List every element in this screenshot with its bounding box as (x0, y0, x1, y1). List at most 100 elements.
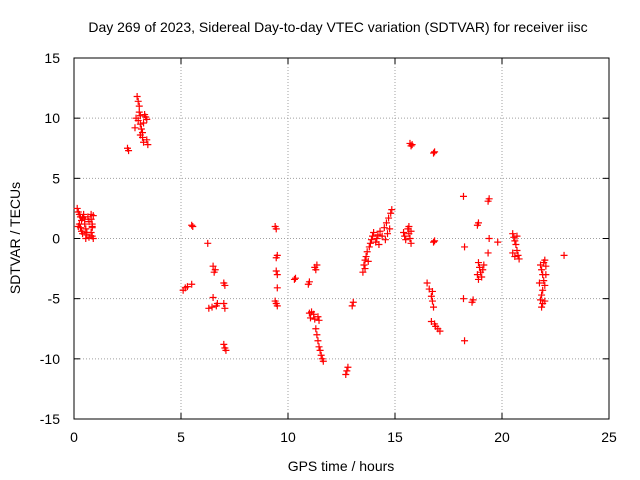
data-point (315, 343, 323, 351)
x-tick-label: 20 (494, 429, 510, 445)
data-point (140, 119, 148, 127)
data-point (402, 236, 410, 244)
data-point (135, 102, 143, 110)
data-point (125, 147, 133, 155)
data-point (480, 261, 488, 269)
data-point (542, 271, 550, 279)
data-point (315, 316, 323, 324)
data-point (189, 222, 197, 230)
data-point (317, 351, 325, 359)
data-point (474, 275, 482, 283)
x-tick-label: 15 (387, 429, 403, 445)
data-point (485, 195, 493, 203)
data-point (560, 251, 568, 259)
data-point (461, 243, 469, 251)
data-point (365, 243, 373, 251)
data-point (136, 120, 144, 128)
data-point (407, 142, 415, 150)
data-point (378, 232, 386, 240)
data-point (312, 266, 320, 274)
data-point (144, 141, 152, 149)
data-points (73, 93, 568, 378)
data-point (87, 228, 95, 236)
data-point (220, 340, 228, 348)
data-point (380, 224, 388, 232)
data-point (541, 281, 549, 289)
data-point (312, 325, 320, 333)
data-point (205, 304, 213, 312)
data-point (313, 261, 321, 269)
data-point (135, 108, 143, 116)
data-point (459, 295, 467, 303)
data-point (273, 302, 281, 310)
data-point (428, 287, 436, 295)
data-point (386, 225, 394, 233)
axis-ticks: 0 5 10 15 20 25 -15 -10 -5 0 5 10 15 (40, 50, 617, 445)
data-point (314, 337, 322, 345)
data-point (221, 304, 229, 312)
data-point (431, 148, 439, 156)
data-point (510, 233, 518, 241)
data-point (430, 303, 438, 311)
data-point (306, 314, 314, 322)
y-tick-label: 15 (44, 50, 60, 66)
data-point (541, 297, 549, 305)
y-tick-label: 0 (52, 231, 60, 247)
data-point (541, 256, 549, 264)
data-point (79, 230, 87, 238)
data-point (408, 141, 416, 149)
data-point (387, 209, 395, 217)
data-point (273, 271, 281, 279)
data-point (316, 346, 324, 354)
data-point (406, 235, 414, 242)
data-point (342, 370, 350, 378)
data-point (348, 302, 356, 310)
data-point (427, 292, 435, 300)
data-point (539, 286, 547, 294)
data-point (273, 284, 281, 292)
data-point (538, 266, 546, 274)
data-point (370, 228, 378, 236)
data-point (313, 331, 321, 339)
data-point (291, 274, 299, 282)
data-point (204, 239, 212, 247)
data-point (428, 297, 436, 305)
data-point (509, 230, 517, 238)
data-point (131, 124, 139, 132)
data-point (213, 299, 221, 307)
data-point (87, 215, 95, 223)
data-point (136, 131, 144, 139)
data-point (537, 296, 545, 304)
data-point (373, 235, 381, 242)
data-point (484, 249, 492, 257)
data-point (400, 228, 408, 236)
data-point (363, 248, 371, 256)
data-point (538, 291, 546, 299)
data-point (459, 192, 467, 200)
data-point (535, 279, 543, 287)
grid-lines (74, 58, 609, 419)
data-point (385, 214, 393, 222)
data-point (375, 241, 383, 249)
data-point (405, 222, 413, 230)
data-point (89, 212, 97, 220)
data-point (89, 235, 97, 242)
data-point (374, 231, 382, 239)
x-tick-label: 0 (70, 429, 78, 445)
data-point (209, 293, 217, 301)
data-point (209, 262, 217, 270)
data-point (79, 214, 87, 222)
data-point (188, 221, 196, 229)
data-point (188, 280, 196, 288)
data-point (361, 256, 369, 264)
data-point (82, 235, 90, 242)
data-point (461, 337, 469, 345)
data-point (538, 303, 546, 311)
data-point (364, 257, 372, 265)
data-point (272, 225, 280, 233)
data-point (220, 299, 228, 307)
data-point (515, 255, 523, 263)
data-point (423, 279, 431, 287)
data-point (344, 363, 352, 371)
